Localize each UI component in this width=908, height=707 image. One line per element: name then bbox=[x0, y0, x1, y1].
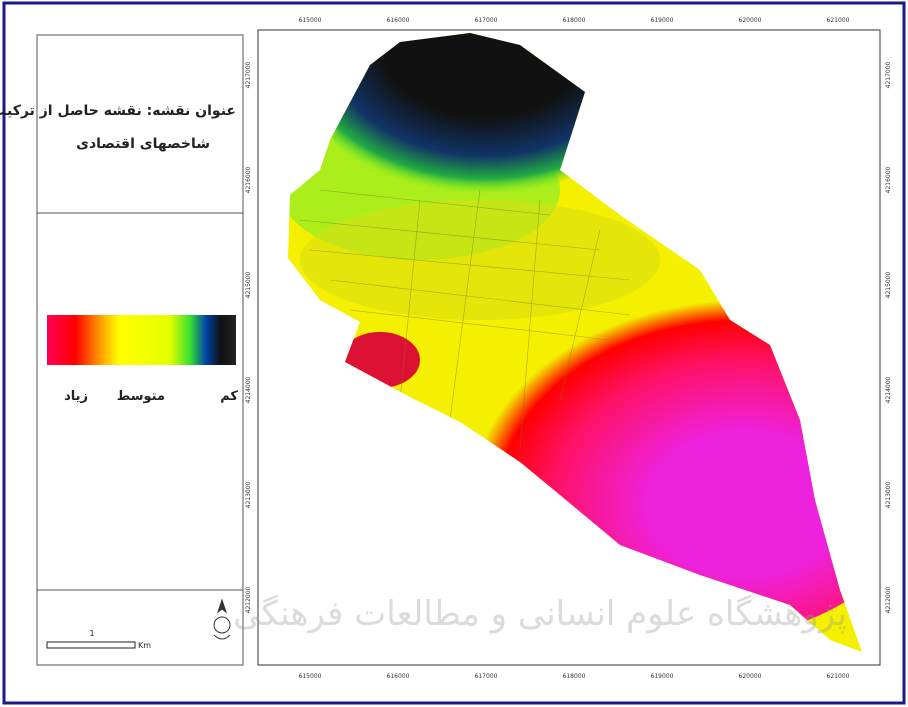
y-coordinate-label: 4214000 bbox=[245, 376, 252, 403]
legend-color-ramp bbox=[47, 315, 236, 365]
map-title: شاخصهای اقتصادی bbox=[76, 136, 210, 152]
map-page: عنوان نقشه: نقشه حاصل از ترکیب شاخصهای ا… bbox=[0, 0, 908, 707]
map-title: عنوان نقشه: نقشه حاصل از ترکیب bbox=[0, 103, 236, 119]
x-coordinate-label: 615000 bbox=[299, 673, 322, 680]
scale-unit: Km bbox=[138, 641, 151, 650]
x-coordinate-label: 619000 bbox=[651, 17, 674, 24]
y-coordinate-label: 4214000 bbox=[885, 376, 892, 403]
x-coordinate-label: 616000 bbox=[387, 673, 410, 680]
scale-bar bbox=[47, 642, 135, 648]
x-coordinate-label: 621000 bbox=[827, 17, 850, 24]
x-coordinate-label: 619000 bbox=[651, 673, 674, 680]
y-coordinate-label: 4215000 bbox=[885, 271, 892, 298]
x-coordinate-label: 618000 bbox=[563, 17, 586, 24]
scale-distance: 1 bbox=[89, 629, 94, 638]
y-coordinate-label: 4212000 bbox=[885, 586, 892, 613]
watermark: پژوهشگاه علوم انسانی و مطالعات فرهنگی bbox=[233, 594, 847, 634]
y-coordinate-label: 4213000 bbox=[245, 481, 252, 508]
y-coordinate-label: 4213000 bbox=[885, 481, 892, 508]
legend-low: کم bbox=[220, 389, 238, 404]
legend-high: زیاد bbox=[64, 389, 88, 404]
x-coordinate-label: 617000 bbox=[475, 673, 498, 680]
y-coordinate-label: 4217000 bbox=[885, 61, 892, 88]
x-coordinate-label: 617000 bbox=[475, 17, 498, 24]
x-coordinate-label: 618000 bbox=[563, 673, 586, 680]
x-coordinate-label: 616000 bbox=[387, 17, 410, 24]
legend-medium: متوسط bbox=[117, 389, 165, 404]
x-coordinate-label: 615000 bbox=[299, 17, 322, 24]
y-coordinate-label: 4215000 bbox=[245, 271, 252, 298]
y-coordinate-label: 4216000 bbox=[885, 166, 892, 193]
x-coordinate-label: 620000 bbox=[739, 673, 762, 680]
y-coordinate-label: 4217000 bbox=[245, 61, 252, 88]
x-coordinate-label: 620000 bbox=[739, 17, 762, 24]
x-coordinate-label: 621000 bbox=[827, 673, 850, 680]
y-coordinate-label: 4216000 bbox=[245, 166, 252, 193]
